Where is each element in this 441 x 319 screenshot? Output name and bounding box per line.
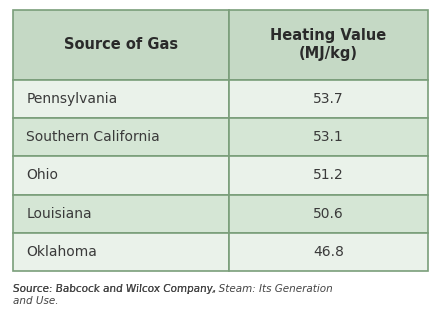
Text: Source: Babcock and Wilcox Company, Steam: Its Generation
and Use.: Source: Babcock and Wilcox Company, Stea… xyxy=(13,284,333,306)
Text: Source: Babcock and Wilcox Company, 
and Use.: Source: Babcock and Wilcox Company, and … xyxy=(13,284,220,306)
Text: Source of Gas: Source of Gas xyxy=(64,37,178,52)
Text: 50.6: 50.6 xyxy=(313,207,344,221)
Text: Oklahoma: Oklahoma xyxy=(26,245,97,259)
Text: 51.2: 51.2 xyxy=(313,168,344,182)
Text: 46.8: 46.8 xyxy=(313,245,344,259)
Text: Heating Value
(MJ/kg): Heating Value (MJ/kg) xyxy=(270,28,387,61)
Text: Pennsylvania: Pennsylvania xyxy=(26,92,118,106)
Text: 53.1: 53.1 xyxy=(313,130,344,144)
Text: Southern California: Southern California xyxy=(26,130,160,144)
Text: 53.7: 53.7 xyxy=(313,92,344,106)
Text: Source: Babcock and Wilcox Company,: Source: Babcock and Wilcox Company, xyxy=(13,284,220,294)
Text: Louisiana: Louisiana xyxy=(26,207,92,221)
Text: Ohio: Ohio xyxy=(26,168,59,182)
